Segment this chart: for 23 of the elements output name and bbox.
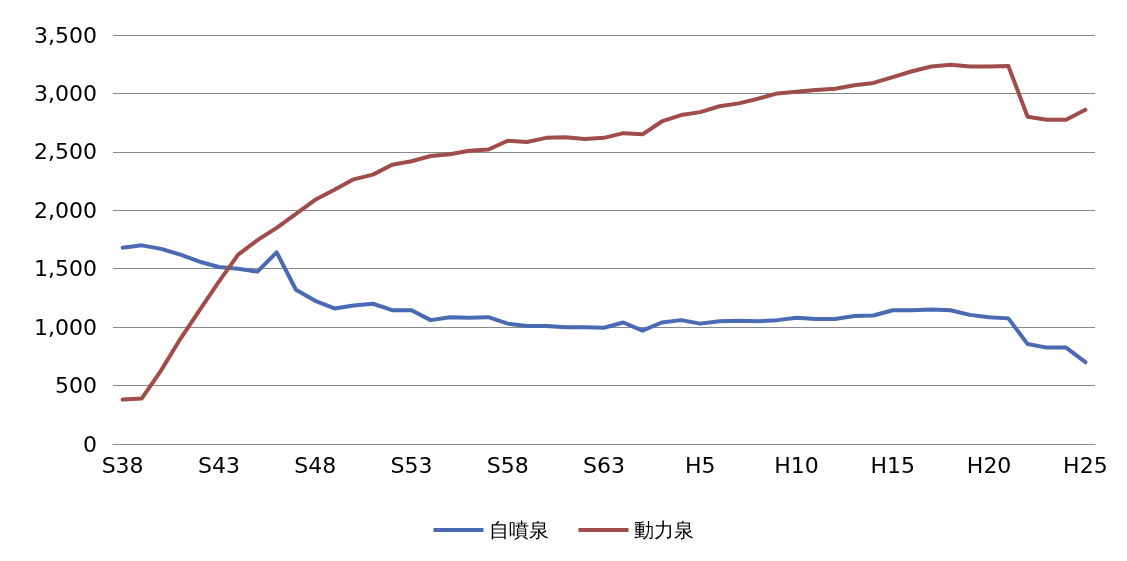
x-tick-label: H15	[870, 452, 916, 478]
line-series	[120, 62, 1088, 402]
x-tick-label: H5	[685, 452, 716, 478]
x-tick-label: S43	[197, 452, 240, 478]
legend-label: 動力泉	[633, 518, 694, 542]
line-series	[120, 243, 1088, 365]
x-tick-label: S58	[486, 452, 529, 478]
x-tick-label: S53	[390, 452, 433, 478]
y-tick-label: 2,000	[34, 197, 97, 223]
y-tick-label: 1,000	[34, 314, 97, 340]
x-tick-label: S48	[294, 452, 337, 478]
x-tick-label: H20	[966, 452, 1012, 478]
legend-label: 自噴泉	[488, 518, 549, 542]
y-tick-label: 0	[83, 431, 97, 457]
y-tick-label: 500	[55, 373, 97, 399]
x-tick-label: H25	[1063, 452, 1108, 478]
y-tick-label: 3,000	[34, 80, 97, 106]
x-tick-label: S38	[101, 452, 144, 478]
x-tick-label: S63	[583, 452, 625, 478]
y-tick-label: 2,500	[34, 139, 97, 165]
y-tick-label: 3,500	[34, 22, 97, 48]
y-tick-label: 1,500	[34, 256, 97, 282]
x-tick-label: H10	[774, 452, 819, 478]
